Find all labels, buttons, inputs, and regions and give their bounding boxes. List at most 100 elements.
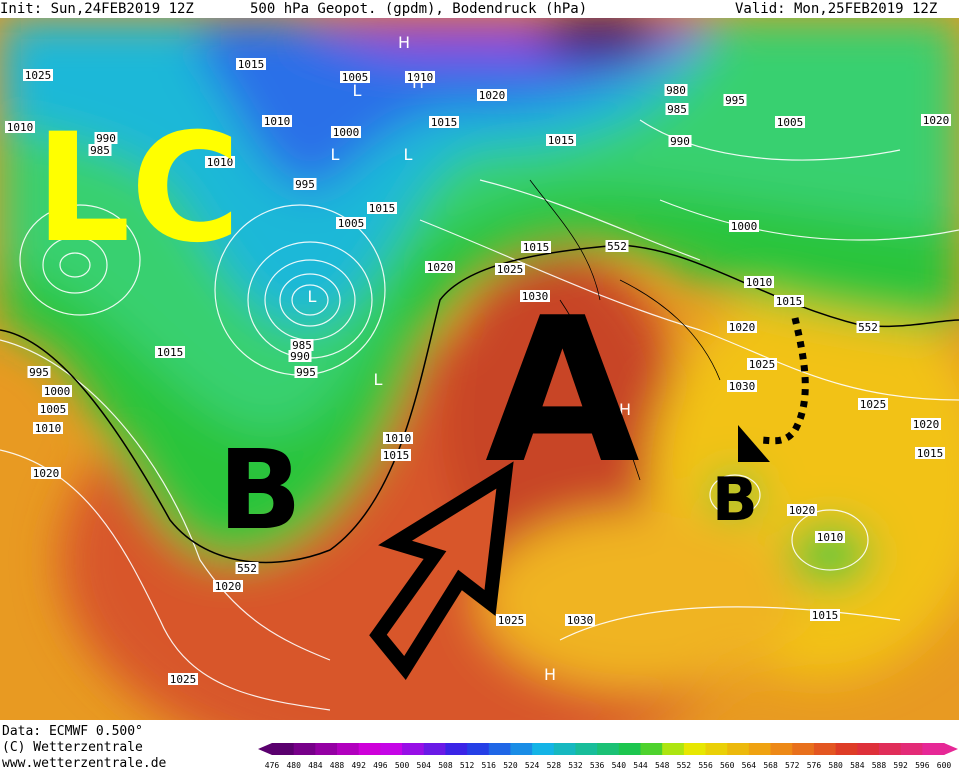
isobar-label-bg: [31, 467, 61, 479]
isobar-label-bg: [168, 673, 198, 685]
isobar-label: 990: [290, 350, 310, 363]
colorbar-swatch: [878, 743, 902, 755]
isobar-label-bg: [921, 114, 951, 126]
colorbar-swatch: [705, 743, 728, 755]
isobar-label: 1010: [207, 156, 234, 169]
isobar-label: 985: [90, 144, 110, 157]
isobar-label-bg: [293, 178, 317, 190]
isobar-label-bg: [88, 144, 112, 156]
colorbar-label: 508: [438, 761, 453, 770]
colorbar-swatch: [922, 743, 945, 755]
isobar-label-bg: [205, 156, 235, 168]
colorbar-label: 576: [807, 761, 822, 770]
isobar-label-bg: [727, 321, 757, 333]
isobar-label: 995: [296, 366, 316, 379]
isobar-label-bg: [858, 398, 888, 410]
isobar-label: 1015: [383, 449, 410, 462]
isobar-label: 990: [670, 135, 690, 148]
isobar-label-bg: [331, 126, 361, 138]
isobar-label-bg: [810, 609, 840, 621]
isobar-label-bg: [727, 380, 757, 392]
isobar-label: 1015: [431, 116, 458, 129]
isobar-label-bg: [5, 121, 35, 133]
isobar-label-bg: [27, 366, 51, 378]
isobar-label-bg: [496, 614, 526, 626]
isobar-label: 552: [607, 240, 627, 253]
colorbar-swatch: [813, 743, 837, 755]
isobar-label: 985: [667, 103, 687, 116]
isobar-label-bg: [664, 84, 688, 96]
isobar-label: 1030: [729, 380, 756, 393]
isobar-label-bg: [915, 447, 945, 459]
colorbar-label: 516: [482, 761, 497, 770]
colorbar-label: 592: [893, 761, 908, 770]
isobar-label: 1030: [567, 614, 594, 627]
colorbar: 476 480 484 488 492 496 500 504 508 512 516 520 524 5…: [258, 743, 958, 770]
isobar-label: 552: [237, 562, 257, 575]
pressure-center: H: [619, 400, 631, 419]
colorbar-label: 484: [308, 761, 323, 770]
colorbar-label: 552: [677, 761, 692, 770]
colorbar-label: 532: [568, 761, 583, 770]
isobar-label: 1010: [407, 71, 434, 84]
colorbar-label: 588: [872, 761, 887, 770]
map-title: 500 hPa Geopot. (gpdm), Bodendruck (hPa): [250, 1, 587, 17]
colorbar-label: 600: [937, 761, 952, 770]
colorbar-label: 556: [698, 761, 713, 770]
colorbar-end: [944, 743, 958, 755]
colorbar-swatch: [532, 743, 555, 755]
colorbar-swatch: [510, 743, 533, 755]
isobar-label: 1015: [917, 447, 944, 460]
isobar-label-bg: [565, 614, 595, 626]
isobar-label-bg: [262, 115, 292, 127]
colorbar-label: 548: [655, 761, 670, 770]
isobar-label: 1010: [817, 531, 844, 544]
colorbar-swatch: [358, 743, 381, 755]
colorbar-label: 564: [742, 761, 757, 770]
isobar-label: 1025: [498, 614, 525, 627]
colorbar-swatch: [337, 743, 360, 755]
isobar-label: 1020: [215, 580, 242, 593]
colorbar-swatch: [315, 743, 338, 755]
pressure-center: H: [398, 33, 410, 52]
annotation-low-east: B: [712, 465, 758, 535]
isobar-label-bg: [429, 116, 459, 128]
isobar-label-bg: [155, 346, 185, 358]
isobar-label: 552: [858, 321, 878, 334]
colorbar-swatch: [792, 743, 815, 755]
colorbar-swatch: [727, 743, 750, 755]
isobar-label-bg: [605, 240, 629, 252]
isobar-label-bg: [381, 449, 411, 461]
pressure-center: L: [353, 81, 362, 100]
colorbar-label: 544: [633, 761, 648, 770]
colorbar-swatch: [748, 743, 772, 755]
isobar-label-bg: [236, 58, 266, 70]
isobar-label-bg: [665, 103, 689, 115]
pressure-center: L: [331, 145, 340, 164]
colorbar-swatch: [618, 743, 642, 755]
colorbar-label: 536: [590, 761, 605, 770]
contour-552: [0, 244, 959, 564]
colorbar-label: 524: [525, 761, 540, 770]
isobar-label-bg: [336, 217, 366, 229]
isobar-label-bg: [235, 562, 259, 574]
isobar-label: 1020: [479, 89, 506, 102]
isobar-label-bg: [744, 276, 774, 288]
isobar-label: 995: [725, 94, 745, 107]
isobar-label-bg: [33, 422, 63, 434]
colorbar-swatch: [380, 743, 403, 755]
isobar-label: 1010: [264, 115, 291, 128]
isobar-label-bg: [94, 132, 118, 144]
colorbar-swatch: [770, 743, 793, 755]
isobar-label: 1015: [776, 295, 803, 308]
isobar-label: 1005: [777, 116, 804, 129]
isobar-label: 1020: [33, 467, 60, 480]
isobar-label: 1010: [385, 432, 412, 445]
colorbar-label: 572: [785, 761, 800, 770]
isobar-label-bg: [23, 69, 53, 81]
isobar-label-bg: [405, 71, 435, 83]
pressure-center: L: [308, 287, 317, 306]
isobar-label: 1020: [913, 418, 940, 431]
isobar-label: 1025: [497, 263, 524, 276]
